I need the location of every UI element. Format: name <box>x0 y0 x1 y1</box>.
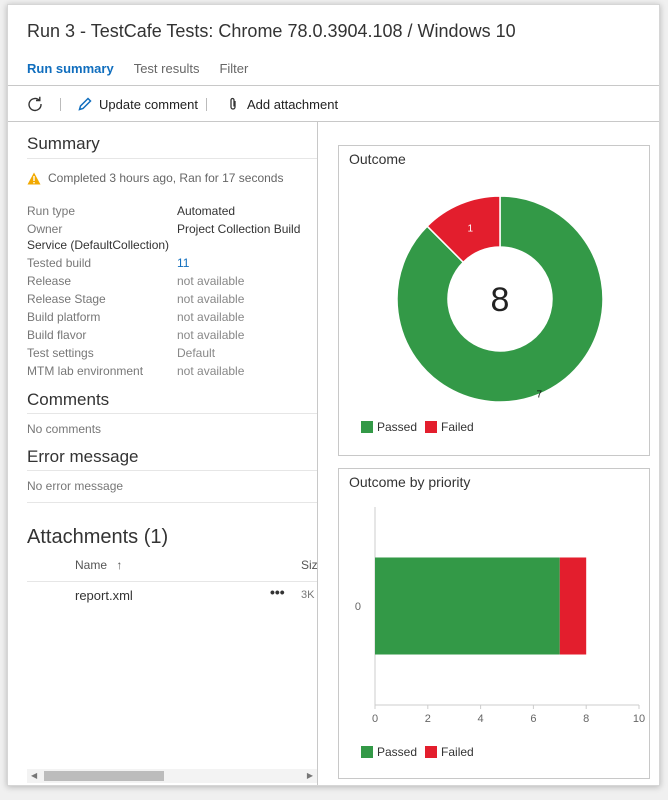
legend-passed-label: Passed <box>377 420 418 434</box>
refresh-icon <box>28 96 42 112</box>
priority-title: Outcome by priority <box>349 474 471 490</box>
field-label: Build platform <box>27 310 101 324</box>
legend-passed[interactable]: Passed <box>361 745 417 759</box>
tab-run-summary[interactable]: Run summary <box>27 61 114 76</box>
table-divider <box>27 581 317 582</box>
add-attachment-label: Add attachment <box>247 96 339 112</box>
x-tick-label: 8 <box>583 713 589 725</box>
scrollbar-thumb[interactable] <box>44 771 164 781</box>
field-value: not available <box>177 292 245 306</box>
horizontal-scrollbar[interactable]: ◀ ▶ <box>27 769 317 783</box>
sort-ascending-icon: ↑ <box>116 558 123 572</box>
field-value: Automated <box>177 204 236 218</box>
field-label: Build flavor <box>27 328 87 342</box>
outcome-legend: Passed Failed <box>361 420 482 434</box>
bar-passed[interactable] <box>375 557 560 655</box>
comments-empty: No comments <box>27 422 102 436</box>
column-header-name[interactable]: Name ↑ <box>75 558 122 572</box>
x-tick-label: 10 <box>633 713 645 725</box>
donut-slice-passed[interactable] <box>396 195 604 403</box>
more-options-icon[interactable]: ••• <box>270 584 285 600</box>
field-value: not available <box>177 364 245 378</box>
outcome-title: Outcome <box>349 151 406 167</box>
add-attachment-button[interactable]: Add attachment <box>227 93 338 115</box>
failed-swatch <box>425 421 438 433</box>
summary-pane: Summary Completed 3 hours ago, Ran for 1… <box>8 122 317 785</box>
tab-filter[interactable]: Filter <box>219 61 249 76</box>
section-divider <box>27 502 317 503</box>
update-comment-button[interactable]: Update comment <box>78 93 198 115</box>
run-status-text: Completed 3 hours ago, Ran for 17 second… <box>48 171 284 185</box>
outcome-by-priority-card: Outcome by priority 0 2 4 6 8 10 0 Passed Fail… <box>338 468 650 779</box>
page-title: Run 3 - TestCafe Tests: Chrome 78.0.3904… <box>27 21 516 41</box>
x-tick-label: 0 <box>372 713 378 725</box>
passed-swatch <box>361 421 373 433</box>
toolbar-separator <box>206 98 207 111</box>
run-status: Completed 3 hours ago, Ran for 17 second… <box>27 171 283 185</box>
legend-failed[interactable]: Failed <box>425 745 474 759</box>
field-label: Test settings <box>27 346 94 360</box>
field-value: Project Collection Build <box>177 222 301 236</box>
legend-passed[interactable]: Passed <box>361 420 417 434</box>
field-label: Release <box>27 274 72 288</box>
toolbar: Update comment Add attachment <box>8 93 659 117</box>
failed-swatch <box>425 746 438 758</box>
x-tick-label: 6 <box>530 713 536 725</box>
attachments-heading: Attachments (1) <box>27 526 169 548</box>
y-category-label: 0 <box>355 601 361 613</box>
field-label: MTM lab environment <box>27 364 144 378</box>
outcome-donut-chart: 7 1 8 <box>396 195 604 403</box>
test-run-window: Run 3 - TestCafe Tests: Chrome 78.0.3904… <box>7 4 660 786</box>
section-divider <box>27 158 317 159</box>
error-heading: Error message <box>27 447 139 466</box>
donut-slice-label: 1 <box>468 223 474 234</box>
toolbar-separator <box>60 98 61 111</box>
section-divider <box>27 470 317 471</box>
outcome-total: 8 <box>491 281 510 319</box>
scroll-left-icon[interactable]: ◀ <box>31 771 38 780</box>
x-tick-label: 4 <box>478 713 484 725</box>
field-value: not available <box>177 310 245 324</box>
legend-failed[interactable]: Failed <box>425 420 474 434</box>
field-value: not available <box>177 328 245 342</box>
x-tick-label: 2 <box>425 713 431 725</box>
error-empty: No error message <box>27 479 124 493</box>
summary-heading: Summary <box>27 134 100 153</box>
field-value: Default <box>177 346 216 360</box>
warning-icon <box>27 172 41 184</box>
attachment-link[interactable]: report.xml <box>75 588 133 603</box>
field-label: Release Stage <box>27 292 106 306</box>
pane-divider <box>317 122 318 785</box>
field-value: Service (DefaultCollection) <box>27 238 170 252</box>
pencil-icon <box>78 97 92 111</box>
column-header-size[interactable]: Siz <box>301 558 317 572</box>
legend-failed-label: Failed <box>441 745 474 759</box>
tested-build-link[interactable]: 11 <box>177 256 190 270</box>
field-label: Run type <box>27 204 76 218</box>
toolbar-divider <box>8 121 659 122</box>
refresh-button[interactable] <box>27 93 43 115</box>
field-label: Owner <box>27 222 63 236</box>
passed-swatch <box>361 746 373 758</box>
legend-passed-label: Passed <box>377 745 418 759</box>
outcome-card: Outcome 7 1 8 Passed Failed <box>338 145 650 456</box>
bar-failed[interactable] <box>559 557 587 655</box>
outcome-by-priority-chart: 0 2 4 6 8 10 0 <box>355 507 645 725</box>
donut-slice-label: 7 <box>536 390 542 401</box>
column-name-label: Name <box>75 558 108 572</box>
section-divider <box>27 413 317 414</box>
tab-test-results[interactable]: Test results <box>133 61 200 76</box>
field-value: not available <box>177 274 245 288</box>
scroll-right-icon[interactable]: ▶ <box>306 771 313 780</box>
tab-bar: Run summary Test results Filter <box>27 61 268 81</box>
legend-failed-label: Failed <box>441 420 474 434</box>
paperclip-icon <box>230 97 236 110</box>
attachment-size: 3K <box>301 589 315 601</box>
field-label: Tested build <box>27 256 92 270</box>
update-comment-label: Update comment <box>99 96 198 112</box>
comments-heading: Comments <box>27 390 110 409</box>
header-divider <box>8 85 659 86</box>
priority-legend: Passed Failed <box>361 745 482 759</box>
donut-slice-failed[interactable] <box>426 195 501 264</box>
